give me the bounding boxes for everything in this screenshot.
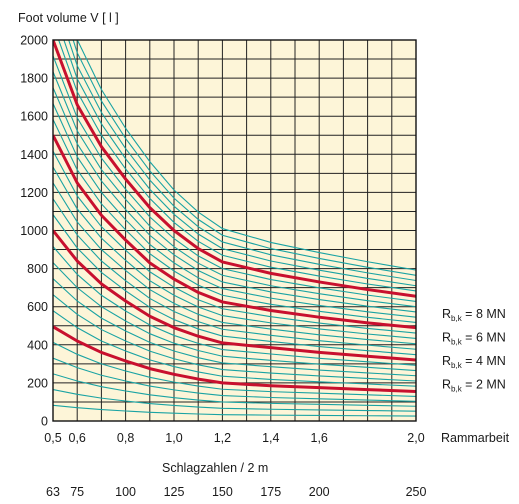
- intermediate-curve: [53, 87, 416, 313]
- blows-tick-label: 125: [164, 485, 185, 499]
- x-tick-label: 0,5: [44, 431, 61, 445]
- series-curves: [53, 40, 416, 393]
- intermediate-curve: [72, 40, 416, 276]
- intermediate-curve: [58, 40, 416, 292]
- intermediate-curve: [53, 103, 416, 318]
- blows-tick-label: 200: [309, 485, 330, 499]
- y-tick-label: 1200: [20, 186, 48, 200]
- y-tick-label: 1000: [20, 224, 48, 238]
- x-tick-label: 0,8: [117, 431, 134, 445]
- y-tick-labels: 0 200 400 600 800 1000 1200 1400 1600 1800 2000: [20, 34, 48, 429]
- intermediate-curves: [53, 40, 416, 417]
- legend-item: Rb,k = 2 MN: [442, 378, 506, 394]
- intermediate-curve: [53, 341, 416, 397]
- legend: Rb,k = 8 MN Rb,k = 6 MN Rb,k = 4 MN Rb,k = …: [442, 307, 506, 394]
- x-tick-label: 1,2: [214, 431, 231, 445]
- blows-axis-label: Schlagzahlen / 2 m: [162, 461, 268, 475]
- blows-tick-label: 150: [212, 485, 233, 499]
- intermediate-curve: [53, 310, 416, 387]
- intermediate-curve: [53, 182, 416, 345]
- legend-item: Rb,k = 6 MN: [442, 331, 506, 347]
- intermediate-curve: [53, 262, 416, 372]
- x-tick-label: 1,4: [262, 431, 279, 445]
- x-tick-label: 2,0: [407, 431, 424, 445]
- series-line: [53, 229, 416, 362]
- x-axis-label: Rammarbeit: [441, 431, 510, 445]
- blows-tick-label: 250: [406, 485, 427, 499]
- intermediate-curve: [53, 166, 416, 339]
- intermediate-curve: [53, 119, 416, 323]
- series-line: [53, 40, 416, 298]
- intermediate-curve: [53, 198, 416, 350]
- blows-tick-label: 100: [115, 485, 136, 499]
- legend-item: Rb,k = 8 MN: [442, 307, 506, 323]
- x-tick-labels: 0,5 0,6 0,8 1,0 1,2 1,4 1,6 2,0: [44, 431, 424, 445]
- plot-frame: [52, 39, 417, 422]
- x-tick-label: 0,6: [69, 431, 86, 445]
- legend-item: Rb,k = 4 MN: [442, 354, 506, 370]
- intermediate-curve: [53, 246, 416, 366]
- intermediate-curve: [53, 55, 416, 303]
- y-tick-label: 400: [27, 338, 48, 352]
- series-line: [53, 134, 416, 330]
- intermediate-curve: [53, 373, 416, 407]
- y-tick-label: 1800: [20, 72, 48, 86]
- blows-tick-label: 175: [260, 485, 281, 499]
- intermediate-curve: [53, 404, 416, 417]
- intermediate-curve: [53, 357, 416, 402]
- y-tick-label: 1600: [20, 110, 48, 124]
- y-tick-label: 800: [27, 262, 48, 276]
- intermediate-curve: [53, 71, 416, 308]
- y-tick-label: 1400: [20, 148, 48, 162]
- x-tick-label: 1,6: [311, 431, 328, 445]
- intermediate-curve: [53, 214, 416, 356]
- blows-tick-label: 75: [70, 485, 84, 499]
- y-tick-label: 600: [27, 300, 48, 314]
- y-tick-label: 2000: [20, 34, 48, 48]
- intermediate-curve: [63, 40, 416, 287]
- x-tick-label: 1,0: [165, 431, 182, 445]
- blows-tick-label: 63: [46, 485, 60, 499]
- y-tick-label: 0: [41, 415, 48, 429]
- intermediate-curve: [53, 389, 416, 412]
- series-line: [53, 325, 416, 393]
- intermediate-curve: [53, 278, 416, 377]
- y-axis-label: Foot volume V [ l ]: [18, 11, 119, 25]
- intermediate-curve: [53, 150, 416, 334]
- blows-tick-labels: 63 75 100 125 150 175 200 250: [46, 485, 426, 499]
- y-tick-label: 200: [27, 376, 48, 390]
- intermediate-curve: [68, 40, 416, 282]
- intermediate-curve: [76, 40, 416, 271]
- intermediate-curve: [53, 294, 416, 382]
